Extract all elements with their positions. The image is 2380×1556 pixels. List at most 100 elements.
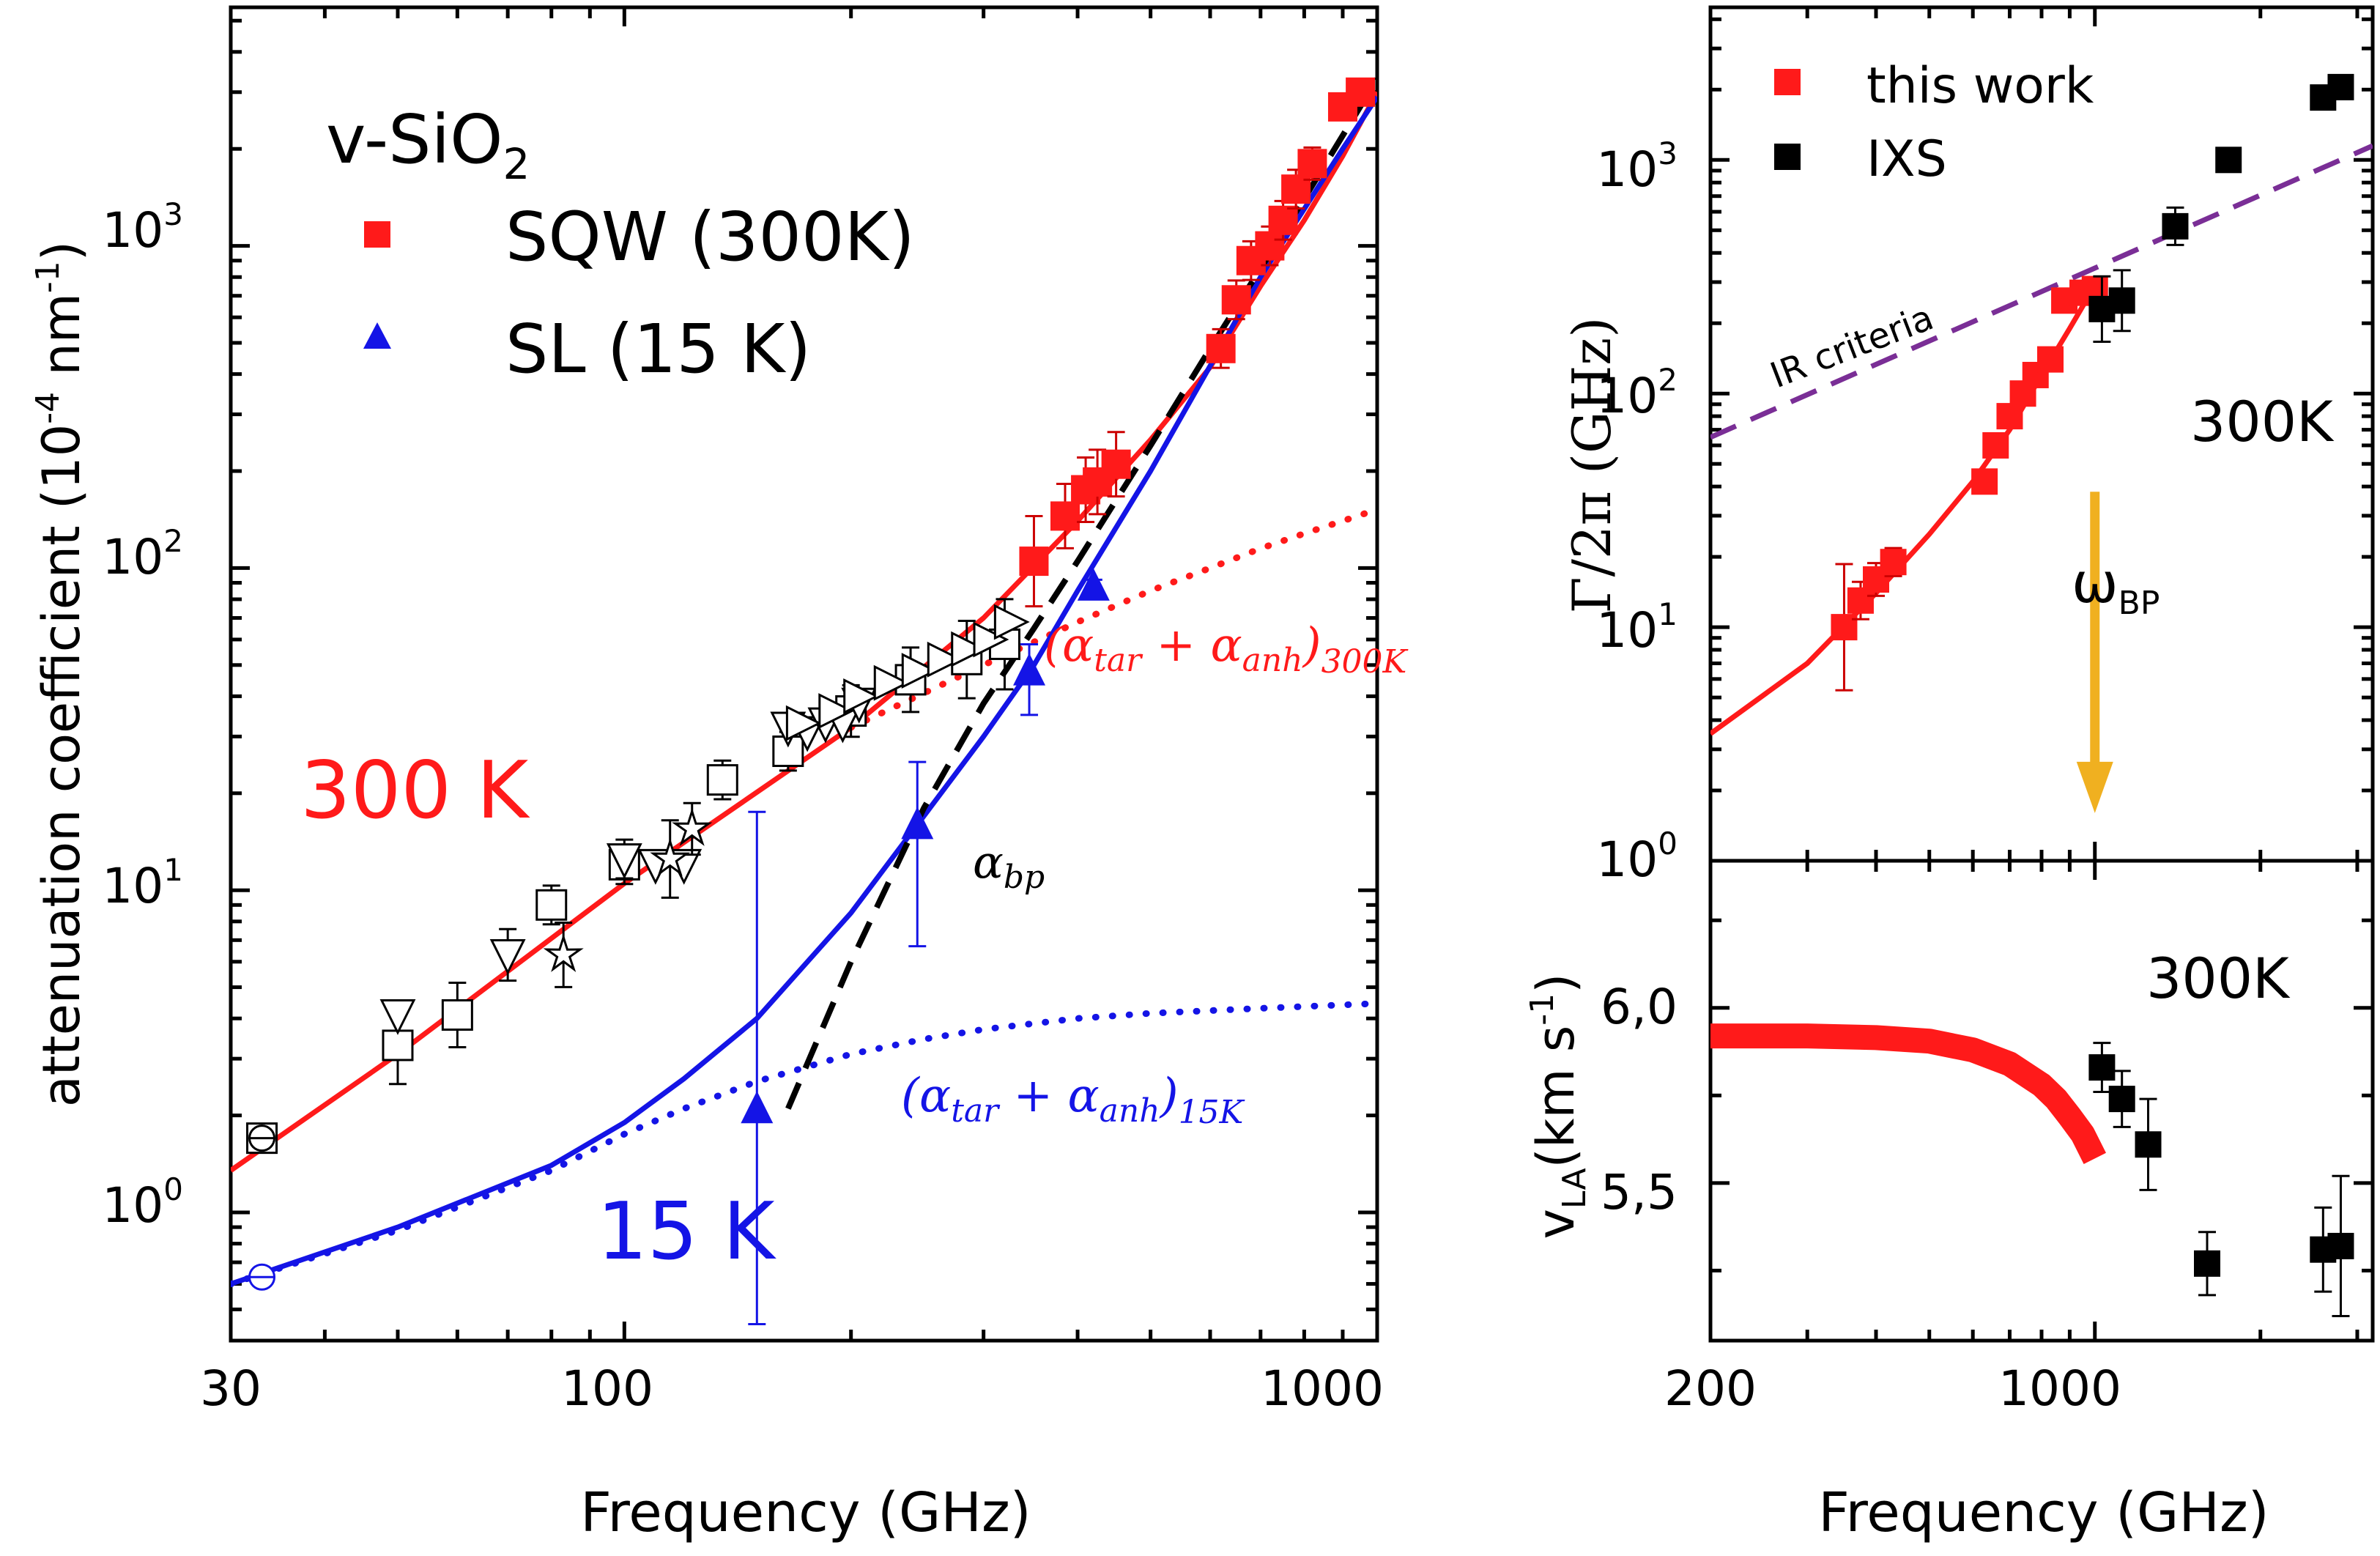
point-ixs — [2135, 1131, 2162, 1158]
left-plot-frame — [229, 5, 1379, 1343]
right-top-curves — [1710, 143, 2373, 813]
point-ixs — [2327, 73, 2354, 100]
curve-this-work — [1710, 1023, 2106, 1165]
point-sqw-300k- — [1206, 333, 1236, 363]
rt-ytick-1: 100 — [1596, 826, 1678, 888]
rb-temp-label: 300K — [2146, 946, 2291, 1011]
point-literature-triangles-right — [927, 641, 963, 678]
rt-legend-marker-this-work — [1774, 69, 1801, 95]
left-xtick-100: 100 — [561, 1360, 653, 1417]
point-sl-15-k- — [1077, 568, 1110, 601]
point-ixs — [2108, 1086, 2135, 1113]
point-literature-squares — [535, 889, 568, 921]
rt-omega-label: ωBP — [2072, 550, 2160, 622]
legend-marker-sqw — [364, 221, 390, 248]
point-sqw-300k- — [1268, 205, 1298, 235]
point-literature-triangles-right — [818, 693, 855, 729]
point-ixs — [2327, 1232, 2354, 1259]
curve-fit-300-k — [231, 91, 1377, 1173]
point-literature-squares — [706, 764, 738, 796]
rb-xtick-1000: 1000 — [1998, 1360, 2121, 1417]
point-literature-stars — [650, 837, 691, 877]
point-literature-triangles-right — [785, 705, 822, 741]
point-literature-triangles-right — [951, 631, 987, 667]
rb-ytick-5-5: 5,5 — [1601, 1164, 1678, 1220]
curve--bp — [785, 77, 1377, 1110]
point-literature-triangles-right — [993, 604, 1030, 640]
point-literature-triangles-right — [901, 653, 938, 689]
legend-label-sl: SL (15 K) — [505, 310, 811, 388]
point-sqw-300k- — [1297, 149, 1327, 179]
legend-title: v-SiO2 — [326, 100, 530, 189]
point-ixs — [2162, 212, 2189, 240]
label-eq-300k: (αtar + αanh)300K — [1044, 618, 1409, 681]
left-xlabel: Frequency (GHz) — [580, 1481, 1031, 1544]
point-literature-triangles-right — [973, 621, 1009, 658]
rt-ytick-10: 101 — [1596, 596, 1678, 659]
legend-marker-sl — [363, 322, 391, 349]
point-literature-stars — [672, 807, 713, 846]
point-literature-squares — [441, 999, 473, 1031]
rt-legend-label-this-work: this work — [1866, 57, 2094, 115]
right-bottom-panel: 6,0 5,5 200 1000 Frequency (GHz) vLA(km … — [1524, 859, 2375, 1544]
point-sl-15-k- — [1013, 653, 1046, 686]
point-this-work — [1982, 431, 2009, 459]
legend-label-sqw: SQW (300K) — [505, 198, 915, 276]
point-this-work — [1880, 549, 1907, 576]
label-300k: 300 K — [300, 745, 530, 837]
bp-arrow-head — [2076, 761, 2113, 813]
left-panel: 100 101 102 103 30 100 1000 Frequency (G… — [29, 5, 1409, 1544]
point-this-work — [1831, 614, 1858, 641]
point-sqw-300k- — [1050, 501, 1080, 531]
curve-ir-criteria — [1710, 143, 2373, 440]
right-bottom-curves — [1710, 1023, 2106, 1165]
point-sqw-300k- — [1255, 231, 1285, 261]
point-sqw-300k- — [1346, 77, 1376, 107]
curve--tar-anh-300k — [848, 505, 1377, 731]
point-sqw-300k- — [1221, 285, 1251, 315]
rt-ylabel: Γ/2π (GHz) — [1561, 317, 1623, 614]
label-15k: 15 K — [597, 1186, 777, 1278]
left-points — [246, 77, 1376, 1326]
rt-ytick-1000: 103 — [1596, 136, 1678, 198]
left-ytick-1000: 103 — [102, 196, 183, 259]
right-top-panel: 100 101 102 103 Γ/2π (GHz) this work IXS… — [1561, 5, 2375, 888]
label-alpha-bp: αbp — [973, 835, 1045, 896]
point-literature-triangles-down — [606, 843, 642, 879]
left-ylabel: attenuation coefficient (10-4 nm-1) — [29, 241, 92, 1107]
point-this-work — [1971, 468, 1998, 495]
left-ticks — [229, 7, 1379, 1343]
point-sl-15-k- — [901, 807, 934, 840]
point-literature-triangles-down — [379, 999, 416, 1035]
rb-ylabel: vLA(km s-1) — [1524, 973, 1593, 1239]
right-bottom-ticks — [1708, 861, 2373, 1341]
left-ytick-1: 100 — [102, 1171, 183, 1234]
point-sqw-300k- — [1019, 547, 1049, 577]
curve--tar-anh-15k — [231, 1000, 1377, 1288]
point-ixs — [2088, 1054, 2116, 1081]
point-literature-triangles-right — [843, 678, 880, 714]
rb-xtick-200: 200 — [1664, 1360, 1757, 1417]
label-eq-15k: (αtar + αanh)15K — [901, 1069, 1245, 1131]
point-ixs — [2194, 1250, 2220, 1277]
left-xtick-30: 30 — [200, 1360, 262, 1417]
point-ixs — [2108, 287, 2135, 314]
point-sl-15-k- — [741, 1091, 774, 1124]
rb-xlabel: Frequency (GHz) — [1818, 1481, 2269, 1544]
left-ytick-10: 101 — [102, 852, 183, 914]
point-literature-stars — [543, 933, 584, 972]
point-literature-squares — [382, 1029, 414, 1062]
right-top-points — [1831, 73, 2354, 692]
point-ixs — [2215, 147, 2242, 174]
point-sqw-300k- — [1101, 449, 1131, 479]
rt-legend-label-ixs: IXS — [1866, 130, 1947, 188]
right-bottom-points — [2088, 1042, 2354, 1318]
point-this-work — [1996, 403, 2023, 430]
rt-temp-label: 300K — [2190, 389, 2335, 454]
rb-ytick-6-0: 6,0 — [1601, 979, 1678, 1035]
left-xtick-1000: 1000 — [1261, 1360, 1384, 1417]
point-this-work — [2037, 346, 2064, 373]
left-ytick-100: 102 — [102, 523, 183, 585]
